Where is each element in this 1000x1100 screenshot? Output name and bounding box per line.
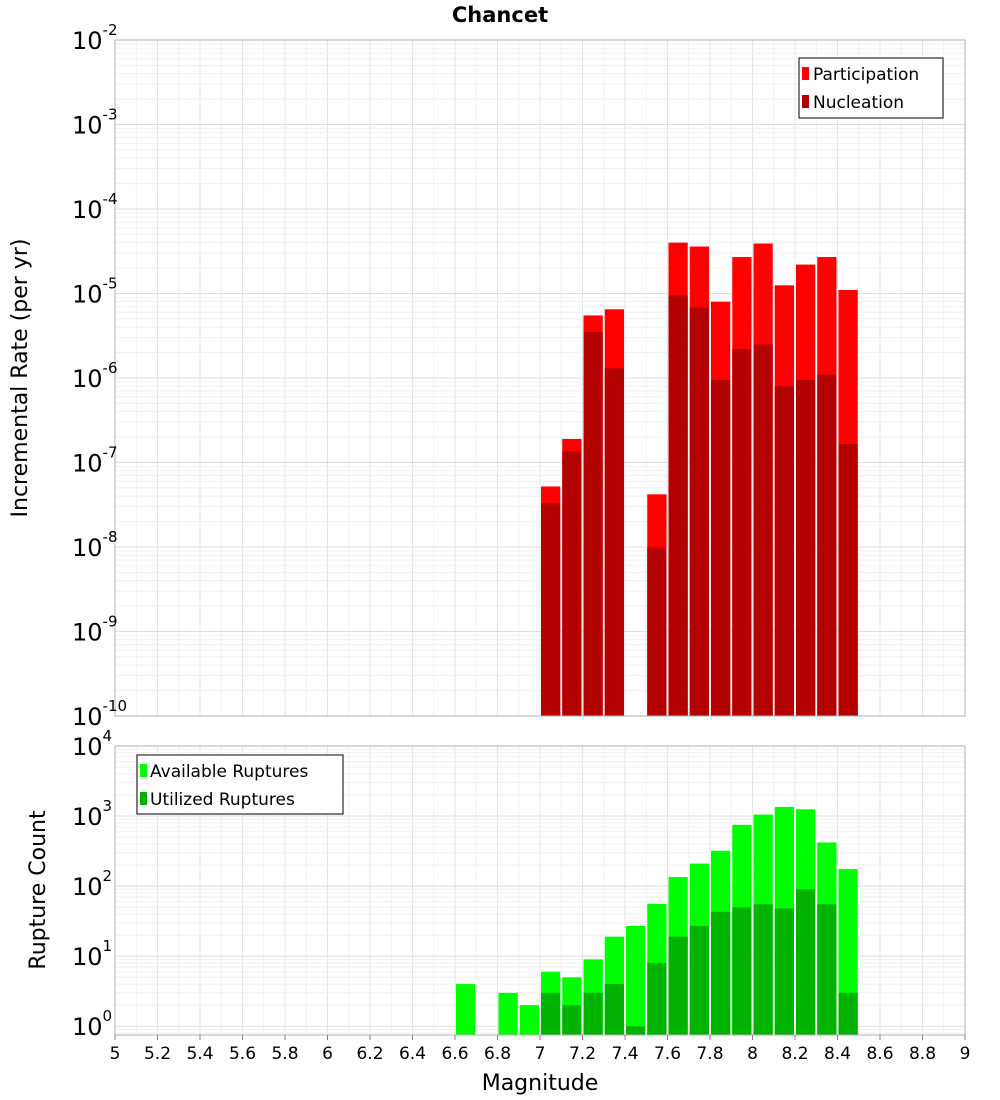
- rate-y-tick-label: 10-5: [72, 275, 118, 309]
- rate-y-tick-label: 10-9: [72, 613, 118, 647]
- rate-grid: [114, 40, 966, 717]
- x-tick-label: 6.8: [484, 1044, 511, 1064]
- rate-panel: 10-10 10-9 10-8 10-7 10-6 10-5 10-4 10-3 10-2 In…: [8, 21, 966, 731]
- rate-y-axis-label: Incremental Rate (per yr): [8, 239, 33, 518]
- x-tick-label: 8.4: [824, 1044, 851, 1064]
- x-tick-label: 7: [535, 1044, 546, 1064]
- x-tick-label: 8.8: [909, 1044, 936, 1064]
- count-bar-utilized-ruptures: [796, 889, 816, 1035]
- x-tick-label: 5.4: [186, 1044, 213, 1064]
- rate-bar-nucleation: [668, 295, 688, 716]
- x-tick-label: 5.6: [229, 1044, 256, 1064]
- count-panel: 100 101 102 103 104 5 5.2 5.4 5.6 5.8 6 6.2 6.4 6.6 6…: [26, 727, 970, 1096]
- rate-bar-nucleation: [796, 379, 816, 716]
- x-axis-label: Magnitude: [482, 1071, 599, 1096]
- count-bar-utilized-ruptures: [774, 908, 794, 1035]
- rate-bar-nucleation: [732, 349, 752, 716]
- rate-bar-nucleation: [647, 547, 667, 716]
- rate-bar-nucleation: [689, 307, 709, 716]
- count-y-tick-label: 100: [72, 1007, 112, 1041]
- legend-swatch-nucleation: [802, 95, 809, 108]
- count-bar-available-ruptures: [498, 992, 518, 1035]
- count-bar-utilized-ruptures: [753, 904, 773, 1035]
- x-tick-label: 5.2: [144, 1044, 171, 1064]
- count-bar-utilized-ruptures: [541, 992, 561, 1035]
- legend-label-available: Available Ruptures: [150, 762, 308, 782]
- count-y-tick-label: 103: [72, 797, 112, 831]
- count-y-tick-label: 102: [72, 867, 112, 901]
- rate-bar-nucleation: [711, 379, 731, 716]
- x-tick-label: 8: [747, 1044, 758, 1064]
- count-bars: [456, 806, 858, 1035]
- x-tick-label: 7.4: [611, 1044, 638, 1064]
- rate-y-tick-label: 10-2: [72, 21, 118, 55]
- rate-y-tick-label: 10-6: [72, 359, 118, 393]
- chart-title: Chancet: [452, 3, 548, 27]
- legend-label-utilized: Utilized Ruptures: [150, 790, 295, 810]
- rate-bar-nucleation: [753, 344, 773, 716]
- x-tick-label: 8.6: [866, 1044, 893, 1064]
- rate-bar-nucleation: [541, 503, 561, 716]
- count-bar-available-ruptures: [456, 984, 476, 1035]
- count-y-tick-label: 104: [72, 727, 112, 761]
- x-tick-label: 7.2: [569, 1044, 596, 1064]
- rate-bar-nucleation: [583, 332, 603, 716]
- rate-bar-nucleation: [817, 374, 837, 716]
- rate-bar-nucleation: [838, 444, 858, 716]
- count-bar-utilized-ruptures: [562, 1005, 582, 1035]
- legend-label-nucleation: Nucleation: [813, 93, 904, 113]
- rate-legend: Participation Nucleation: [798, 57, 944, 119]
- rate-y-tick-label: 10-10: [72, 697, 127, 731]
- x-tick-label: 6.6: [441, 1044, 468, 1064]
- x-tick-label: 5.8: [271, 1044, 298, 1064]
- x-tick-label: 7.8: [696, 1044, 723, 1064]
- rate-y-tick-label: 10-3: [72, 106, 118, 140]
- x-tick-label: 6.2: [356, 1044, 383, 1064]
- count-bar-utilized-ruptures: [668, 936, 688, 1035]
- x-tick-label: 9: [960, 1044, 971, 1064]
- rate-bar-nucleation: [774, 386, 794, 716]
- rate-plot-frame: [114, 39, 966, 717]
- x-tick-label: 5: [110, 1044, 121, 1064]
- count-bar-utilized-ruptures: [711, 911, 731, 1035]
- rate-y-ticks: 10-10 10-9 10-8 10-7 10-6 10-5 10-4 10-3 10-2: [72, 21, 127, 731]
- legend-swatch-available: [140, 764, 147, 777]
- rate-bar-nucleation: [604, 368, 624, 716]
- rate-y-tick-label: 10-8: [72, 528, 118, 562]
- count-bar-utilized-ruptures: [647, 962, 667, 1035]
- count-bar-utilized-ruptures: [604, 984, 624, 1035]
- rate-bar-nucleation: [562, 451, 582, 716]
- count-bar-utilized-ruptures: [626, 1026, 646, 1035]
- legend-swatch-participation: [802, 67, 809, 80]
- count-bar-available-ruptures: [519, 1005, 539, 1035]
- x-tick-label: 6: [322, 1044, 333, 1064]
- legend-label-participation: Participation: [813, 65, 919, 85]
- count-bar-utilized-ruptures: [838, 992, 858, 1035]
- count-bar-utilized-ruptures: [583, 992, 603, 1035]
- rate-legend-box: [798, 57, 944, 119]
- count-y-ticks: 100 101 102 103 104: [72, 727, 112, 1041]
- legend-swatch-utilized: [140, 792, 147, 805]
- count-bar-utilized-ruptures: [689, 925, 709, 1035]
- rate-y-tick-label: 10-4: [72, 190, 118, 224]
- x-tick-label: 8.2: [781, 1044, 808, 1064]
- x-tick-label: 7.6: [654, 1044, 681, 1064]
- rate-bars: [541, 242, 858, 717]
- count-legend-box: [136, 754, 344, 815]
- count-bar-utilized-ruptures: [732, 907, 752, 1035]
- count-x-ticks: 5 5.2 5.4 5.6 5.8 6 6.2 6.4 6.6 6.8 7 7.2 7.4 7.6 7.8 8…: [110, 1035, 971, 1064]
- count-bar-available-ruptures: [626, 925, 646, 1035]
- count-y-tick-label: 101: [72, 937, 112, 971]
- count-legend: Available Ruptures Utilized Ruptures: [136, 754, 344, 815]
- rate-y-tick-label: 10-7: [72, 444, 118, 478]
- count-y-axis-label: Rupture Count: [26, 810, 51, 970]
- count-bar-utilized-ruptures: [817, 904, 837, 1035]
- x-tick-label: 6.4: [399, 1044, 426, 1064]
